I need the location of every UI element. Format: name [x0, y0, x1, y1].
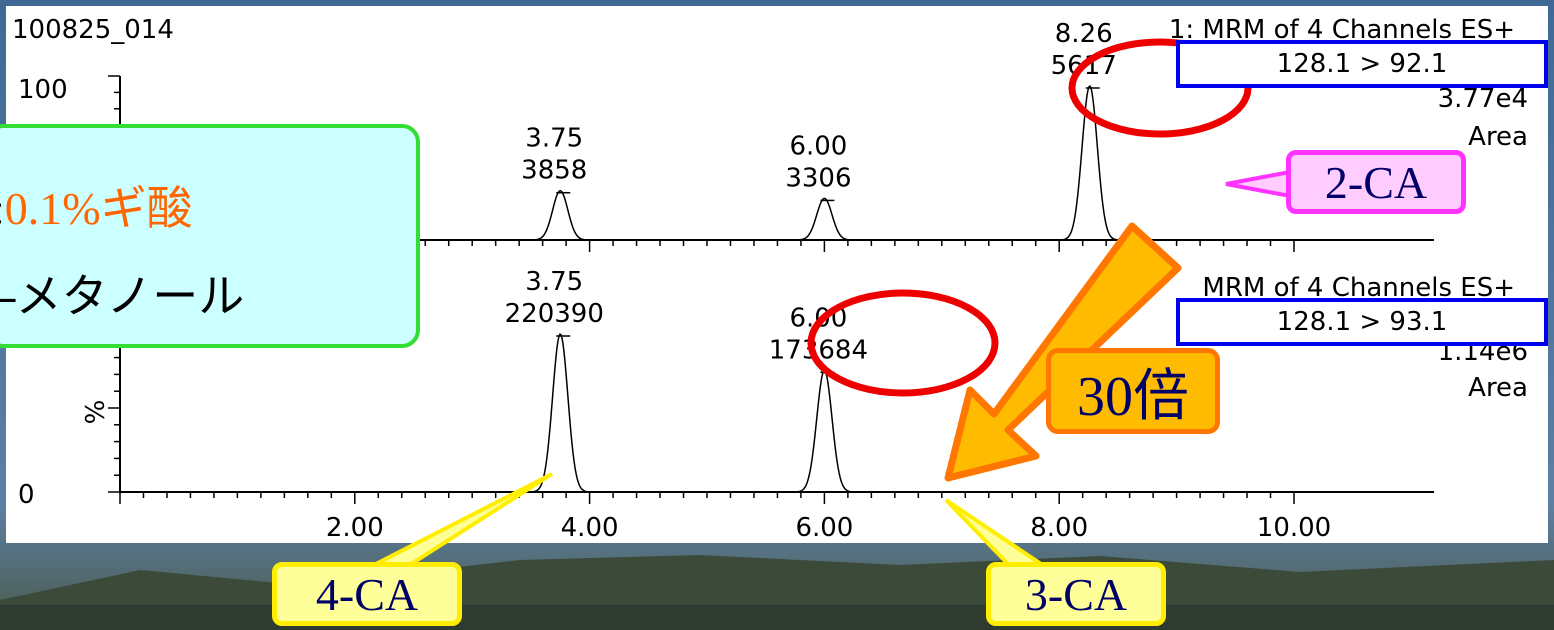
x-tick-label-2: 6.00 [795, 513, 853, 543]
peak-rt-label-0-2: 8.26 [1055, 19, 1113, 49]
y-tick-0: 0 [18, 480, 35, 510]
callout-4-ca-label: 4-CA [315, 568, 419, 620]
callout-30x: 30倍 [1046, 348, 1220, 434]
bottom-transition-box: 128.1 > 93.1 [1176, 298, 1548, 346]
x-tick-label-0: 2.00 [326, 513, 384, 543]
bottom-mode: Area [1468, 373, 1528, 403]
peak-area-label-0-1: 3306 [785, 163, 851, 193]
y-tick-100: 100 [18, 75, 68, 105]
y-axis-label: % [81, 400, 111, 425]
callout-2-ca-label: 2-CA [1324, 156, 1428, 208]
top-transition: 128.1 > 92.1 [1276, 49, 1448, 79]
callout-2-ca: 2-CA [1286, 150, 1466, 214]
callout-3-ca: 3-CA [986, 562, 1166, 626]
highlight-ellipse-bottom [807, 289, 999, 397]
bottom-transition: 128.1 > 93.1 [1276, 307, 1448, 337]
highlight-ellipse-top [1068, 38, 1252, 138]
top-scale: 3.77e4 [1438, 84, 1528, 114]
peak-rt-label-0-1: 6.00 [789, 131, 847, 161]
peak-area-label-0-0: 3858 [521, 156, 587, 186]
ca4-pointer [371, 472, 554, 568]
top-transition-box: 128.1 > 92.1 [1176, 40, 1548, 88]
mobile-phase-legend: :0.1%ギ酸 –メタノール [0, 124, 420, 348]
ca2-pointer [1225, 169, 1292, 199]
callout-3-ca-label: 3-CA [1024, 568, 1128, 620]
legend-line-2: –メタノール [0, 270, 245, 322]
callout-30x-label: 30倍 [1077, 365, 1189, 428]
x-tick-label-4: 10.00 [1257, 513, 1331, 543]
chart-title: 100825_014 [12, 15, 174, 45]
trace-line-1 [120, 332, 1434, 493]
x-tick-label-3: 8.00 [1030, 513, 1088, 543]
legend-line-1: :0.1%ギ酸 [0, 172, 193, 238]
peak-rt-label-0-0: 3.75 [525, 124, 583, 154]
callout-4-ca: 4-CA [272, 562, 462, 626]
legend-acid: 0.1%ギ酸 [4, 183, 193, 234]
peak-area-label-1-0: 220390 [505, 299, 604, 329]
peak-rt-label-1-0: 3.75 [525, 267, 583, 297]
legend-prefix: : [0, 183, 5, 234]
x-tick-label-1: 4.00 [561, 513, 619, 543]
top-mode: Area [1468, 122, 1528, 152]
